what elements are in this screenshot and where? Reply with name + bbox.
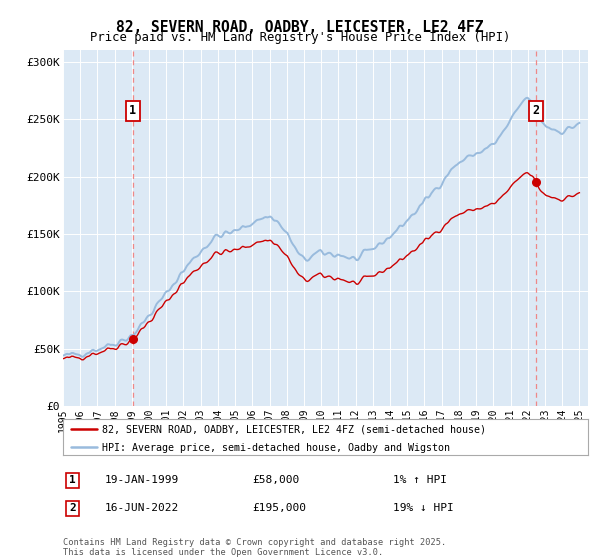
Text: 1% ↑ HPI: 1% ↑ HPI xyxy=(393,475,447,486)
Text: 19-JAN-1999: 19-JAN-1999 xyxy=(105,475,179,486)
Text: 1: 1 xyxy=(129,104,136,118)
Text: 1: 1 xyxy=(69,475,76,486)
Text: Contains HM Land Registry data © Crown copyright and database right 2025.
This d: Contains HM Land Registry data © Crown c… xyxy=(63,538,446,557)
Text: 2: 2 xyxy=(532,104,539,118)
Text: 82, SEVERN ROAD, OADBY, LEICESTER, LE2 4FZ: 82, SEVERN ROAD, OADBY, LEICESTER, LE2 4… xyxy=(116,20,484,35)
Text: Price paid vs. HM Land Registry's House Price Index (HPI): Price paid vs. HM Land Registry's House … xyxy=(90,31,510,44)
Text: HPI: Average price, semi-detached house, Oadby and Wigston: HPI: Average price, semi-detached house,… xyxy=(103,442,451,452)
Text: £195,000: £195,000 xyxy=(252,503,306,514)
Text: 19% ↓ HPI: 19% ↓ HPI xyxy=(393,503,454,514)
Text: £58,000: £58,000 xyxy=(252,475,299,486)
Text: 2: 2 xyxy=(69,503,76,514)
Text: 82, SEVERN ROAD, OADBY, LEICESTER, LE2 4FZ (semi-detached house): 82, SEVERN ROAD, OADBY, LEICESTER, LE2 4… xyxy=(103,424,487,435)
Text: 16-JUN-2022: 16-JUN-2022 xyxy=(105,503,179,514)
